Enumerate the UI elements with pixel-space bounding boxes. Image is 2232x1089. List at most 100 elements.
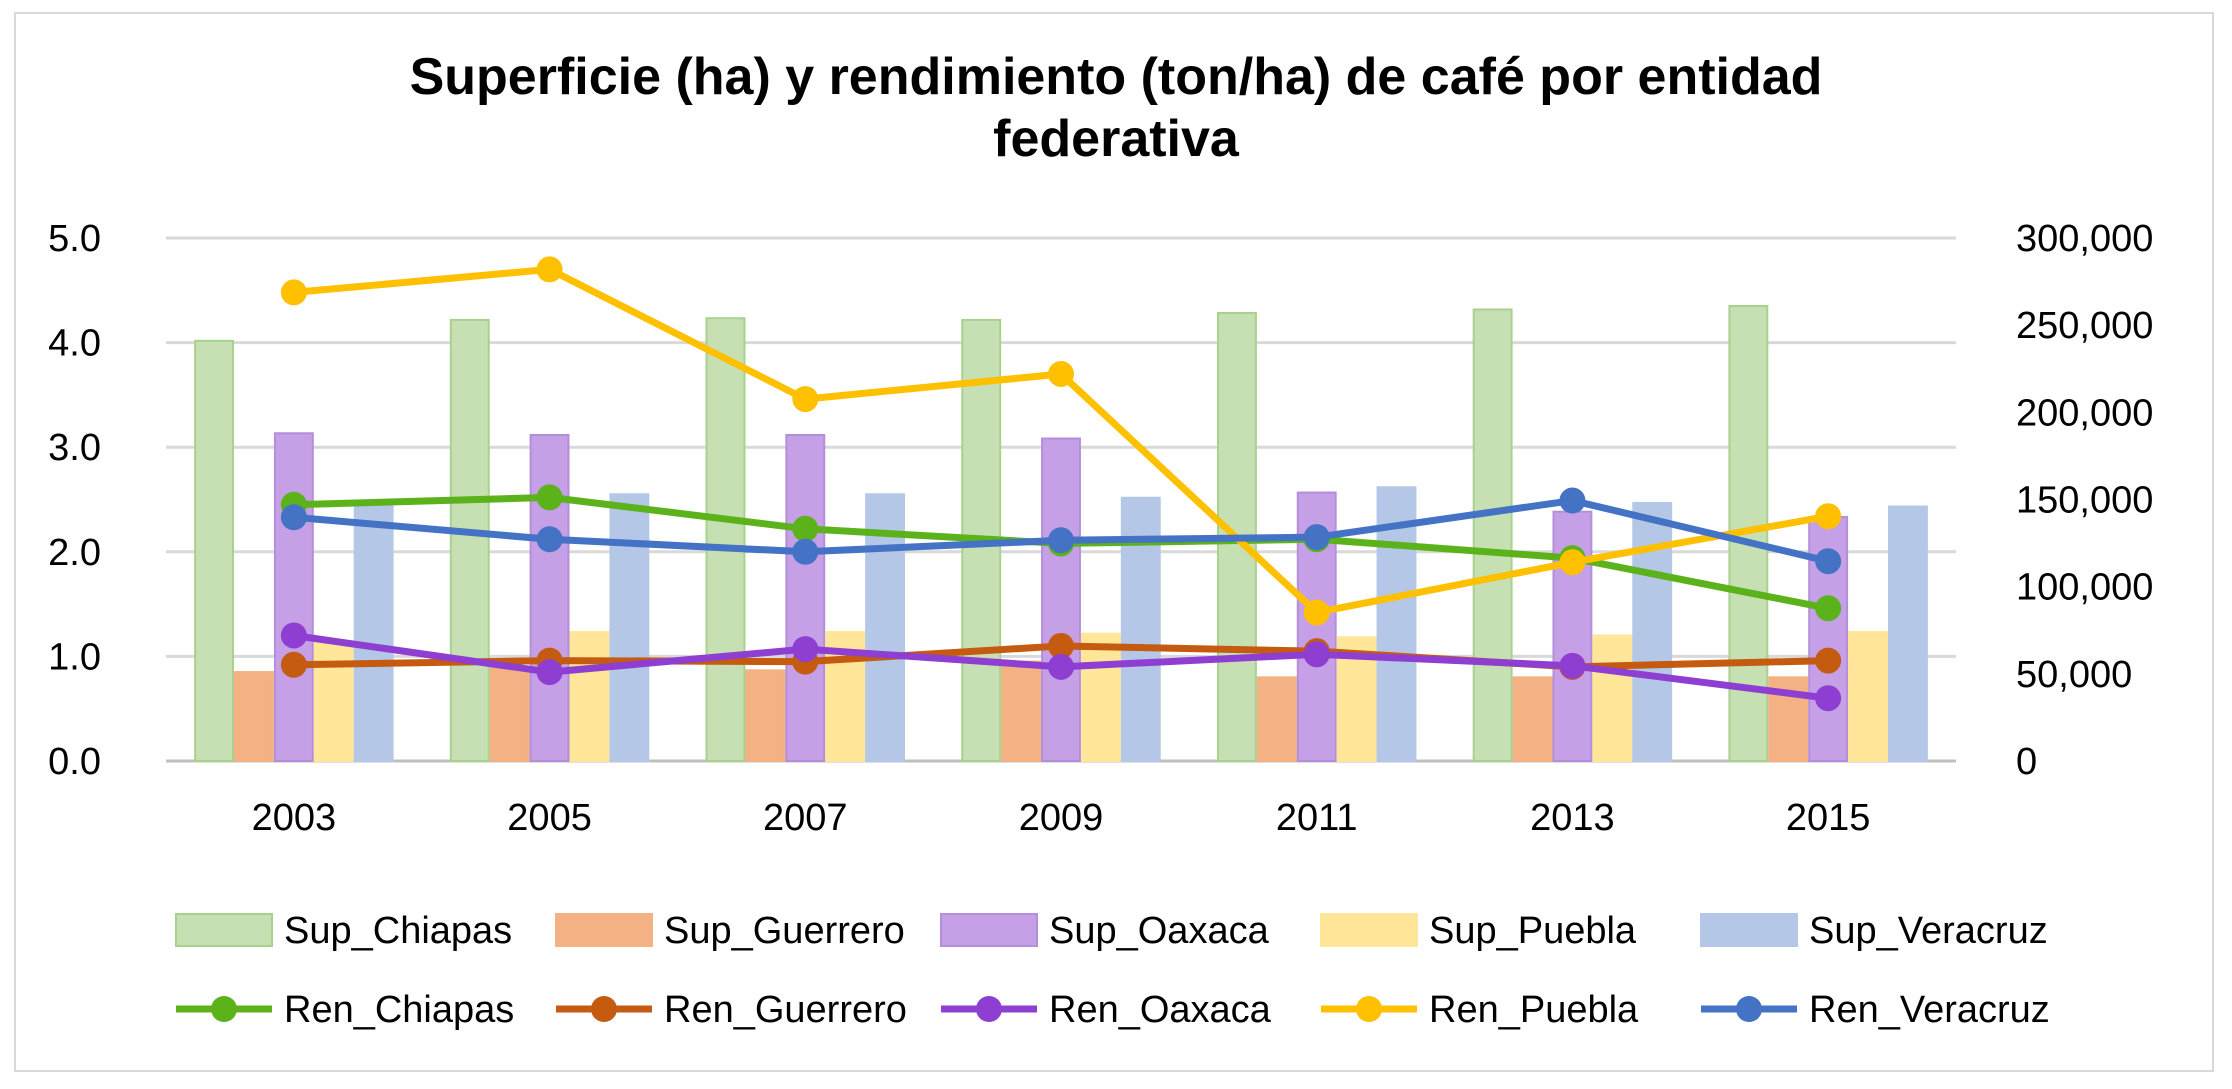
bar-series (194, 304, 1928, 763)
bar-sup-oaxaca (529, 433, 570, 762)
bar-sup-chiapas (194, 339, 235, 762)
point-ren-chiapas (1815, 595, 1842, 622)
point-ren-puebla (792, 386, 819, 413)
right-tick-label: 200,000 (2016, 392, 2153, 434)
bar-sup-veracruz (1632, 501, 1673, 762)
x-tick-label: 2003 (252, 797, 337, 839)
chart-title-line-1: Superficie (ha) y rendimiento (ton/ha) d… (410, 48, 1823, 106)
legend-label: Ren_Guerrero (664, 989, 907, 1031)
legend-swatch (1700, 913, 1798, 947)
x-tick-label: 2007 (763, 797, 848, 839)
point-ren-veracruz (536, 526, 563, 553)
bar-sup-guerrero (1001, 660, 1042, 763)
chart-title-line-2: federativa (993, 110, 1240, 168)
right-axis-ticks: 0 50,000 100,000 150,000 200,000 250,000 300,0… (2016, 218, 2153, 783)
legend-label: Ren_Veracruz (1809, 989, 2050, 1031)
legend-item-sup-veracruz: Sup_Veracruz (1700, 910, 2048, 952)
legend-marker (1736, 996, 1762, 1022)
legend-item-ren-guerrero: Ren_Guerrero (556, 989, 907, 1031)
bar-sup-puebla (313, 641, 354, 762)
x-axis-ticks: 2003 2005 2007 2009 2011 2013 2015 (252, 797, 1871, 839)
legend-item-ren-veracruz: Ren_Veracruz (1701, 989, 2050, 1031)
x-tick-label: 2009 (1019, 797, 1104, 839)
chart-title: Superficie (ha) y rendimiento (ton/ha) d… (410, 48, 1823, 168)
x-tick-label: 2015 (1786, 797, 1871, 839)
legend-swatch (555, 913, 653, 947)
point-ren-puebla (1303, 599, 1330, 626)
left-axis-ticks: 0.0 1.0 2.0 3.0 4.0 5.0 (48, 218, 101, 783)
bar-sup-veracruz (353, 505, 394, 762)
point-ren-guerrero (1048, 632, 1074, 659)
legend: Sup_Chiapas Sup_Guerrero Sup_Oaxaca Sup_Pue… (175, 910, 2050, 1031)
bar-sup-guerrero (1512, 676, 1553, 763)
point-ren-puebla (1559, 549, 1586, 576)
bar-sup-puebla (1848, 630, 1888, 763)
point-ren-veracruz (1303, 524, 1330, 551)
bar-sup-puebla (569, 630, 610, 763)
bar-sup-puebla (1080, 632, 1121, 763)
bar-sup-guerrero (745, 669, 786, 763)
legend-item-ren-puebla: Ren_Puebla (1321, 989, 1639, 1031)
legend-label: Sup_Puebla (1429, 910, 1637, 952)
point-ren-puebla (1048, 360, 1074, 387)
point-ren-veracruz (1559, 487, 1586, 514)
x-tick-label: 2013 (1530, 797, 1615, 839)
point-ren-chiapas (536, 484, 563, 511)
bar-sup-chiapas (449, 318, 490, 762)
left-tick-label: 5.0 (48, 218, 101, 260)
point-ren-oaxaca (536, 659, 563, 686)
right-tick-label: 250,000 (2016, 305, 2153, 347)
right-tick-label: 0 (2016, 741, 2037, 783)
right-tick-label: 100,000 (2016, 567, 2153, 609)
x-tick-label: 2005 (507, 797, 592, 839)
legend-item-sup-oaxaca: Sup_Oaxaca (940, 910, 1270, 952)
point-ren-veracruz (792, 538, 819, 565)
legend-item-ren-oaxaca: Ren_Oaxaca (941, 989, 1272, 1031)
bar-sup-guerrero (234, 671, 274, 763)
chart: Superficie (ha) y rendimiento (ton/ha) d… (48, 48, 2153, 1031)
bar-sup-veracruz (1887, 505, 1928, 762)
legend-swatch (1320, 913, 1418, 947)
point-ren-oaxaca (1815, 685, 1842, 712)
point-ren-veracruz (1048, 527, 1074, 554)
bar-sup-guerrero (489, 665, 530, 762)
line-series (280, 256, 1842, 712)
point-ren-guerrero (280, 651, 307, 678)
legend-marker (976, 996, 1002, 1022)
point-ren-veracruz (1815, 548, 1842, 575)
point-ren-puebla (536, 256, 563, 283)
point-ren-puebla (280, 279, 307, 306)
legend-item-sup-chiapas: Sup_Chiapas (175, 910, 512, 952)
right-tick-label: 150,000 (2016, 480, 2153, 522)
point-ren-guerrero (1815, 647, 1842, 674)
legend-label: Sup_Chiapas (284, 910, 512, 952)
point-ren-oaxaca (792, 636, 819, 663)
bar-sup-oaxaca (1041, 437, 1081, 762)
legend-label: Ren_Chiapas (284, 989, 514, 1031)
point-ren-veracruz (280, 504, 307, 531)
right-tick-label: 300,000 (2016, 218, 2153, 260)
left-tick-label: 4.0 (48, 323, 101, 365)
legend-label: Sup_Veracruz (1809, 910, 2048, 952)
bar-sup-puebla (1592, 634, 1633, 762)
legend-swatch (175, 913, 273, 947)
bar-sup-chiapas (705, 317, 746, 762)
legend-label: Ren_Oaxaca (1049, 989, 1272, 1031)
legend-marker (211, 996, 237, 1022)
bar-sup-oaxaca (785, 433, 826, 762)
bar-sup-oaxaca (273, 432, 314, 762)
point-ren-oaxaca (1559, 652, 1586, 679)
point-ren-oaxaca (280, 622, 307, 649)
legend-label: Sup_Oaxaca (1049, 910, 1270, 952)
legend-swatch (940, 913, 1038, 947)
right-tick-label: 50,000 (2016, 654, 2132, 696)
point-ren-puebla (1815, 503, 1842, 530)
bar-sup-veracruz (1376, 486, 1417, 762)
bar-sup-chiapas (1472, 308, 1513, 762)
point-ren-oaxaca (1303, 641, 1330, 668)
bar-sup-veracruz (609, 493, 650, 762)
bar-sup-veracruz (865, 493, 906, 762)
bar-sup-guerrero (1256, 676, 1297, 763)
chart-frame: Superficie (ha) y rendimiento (ton/ha) d… (14, 12, 2214, 1072)
legend-marker (591, 996, 617, 1022)
